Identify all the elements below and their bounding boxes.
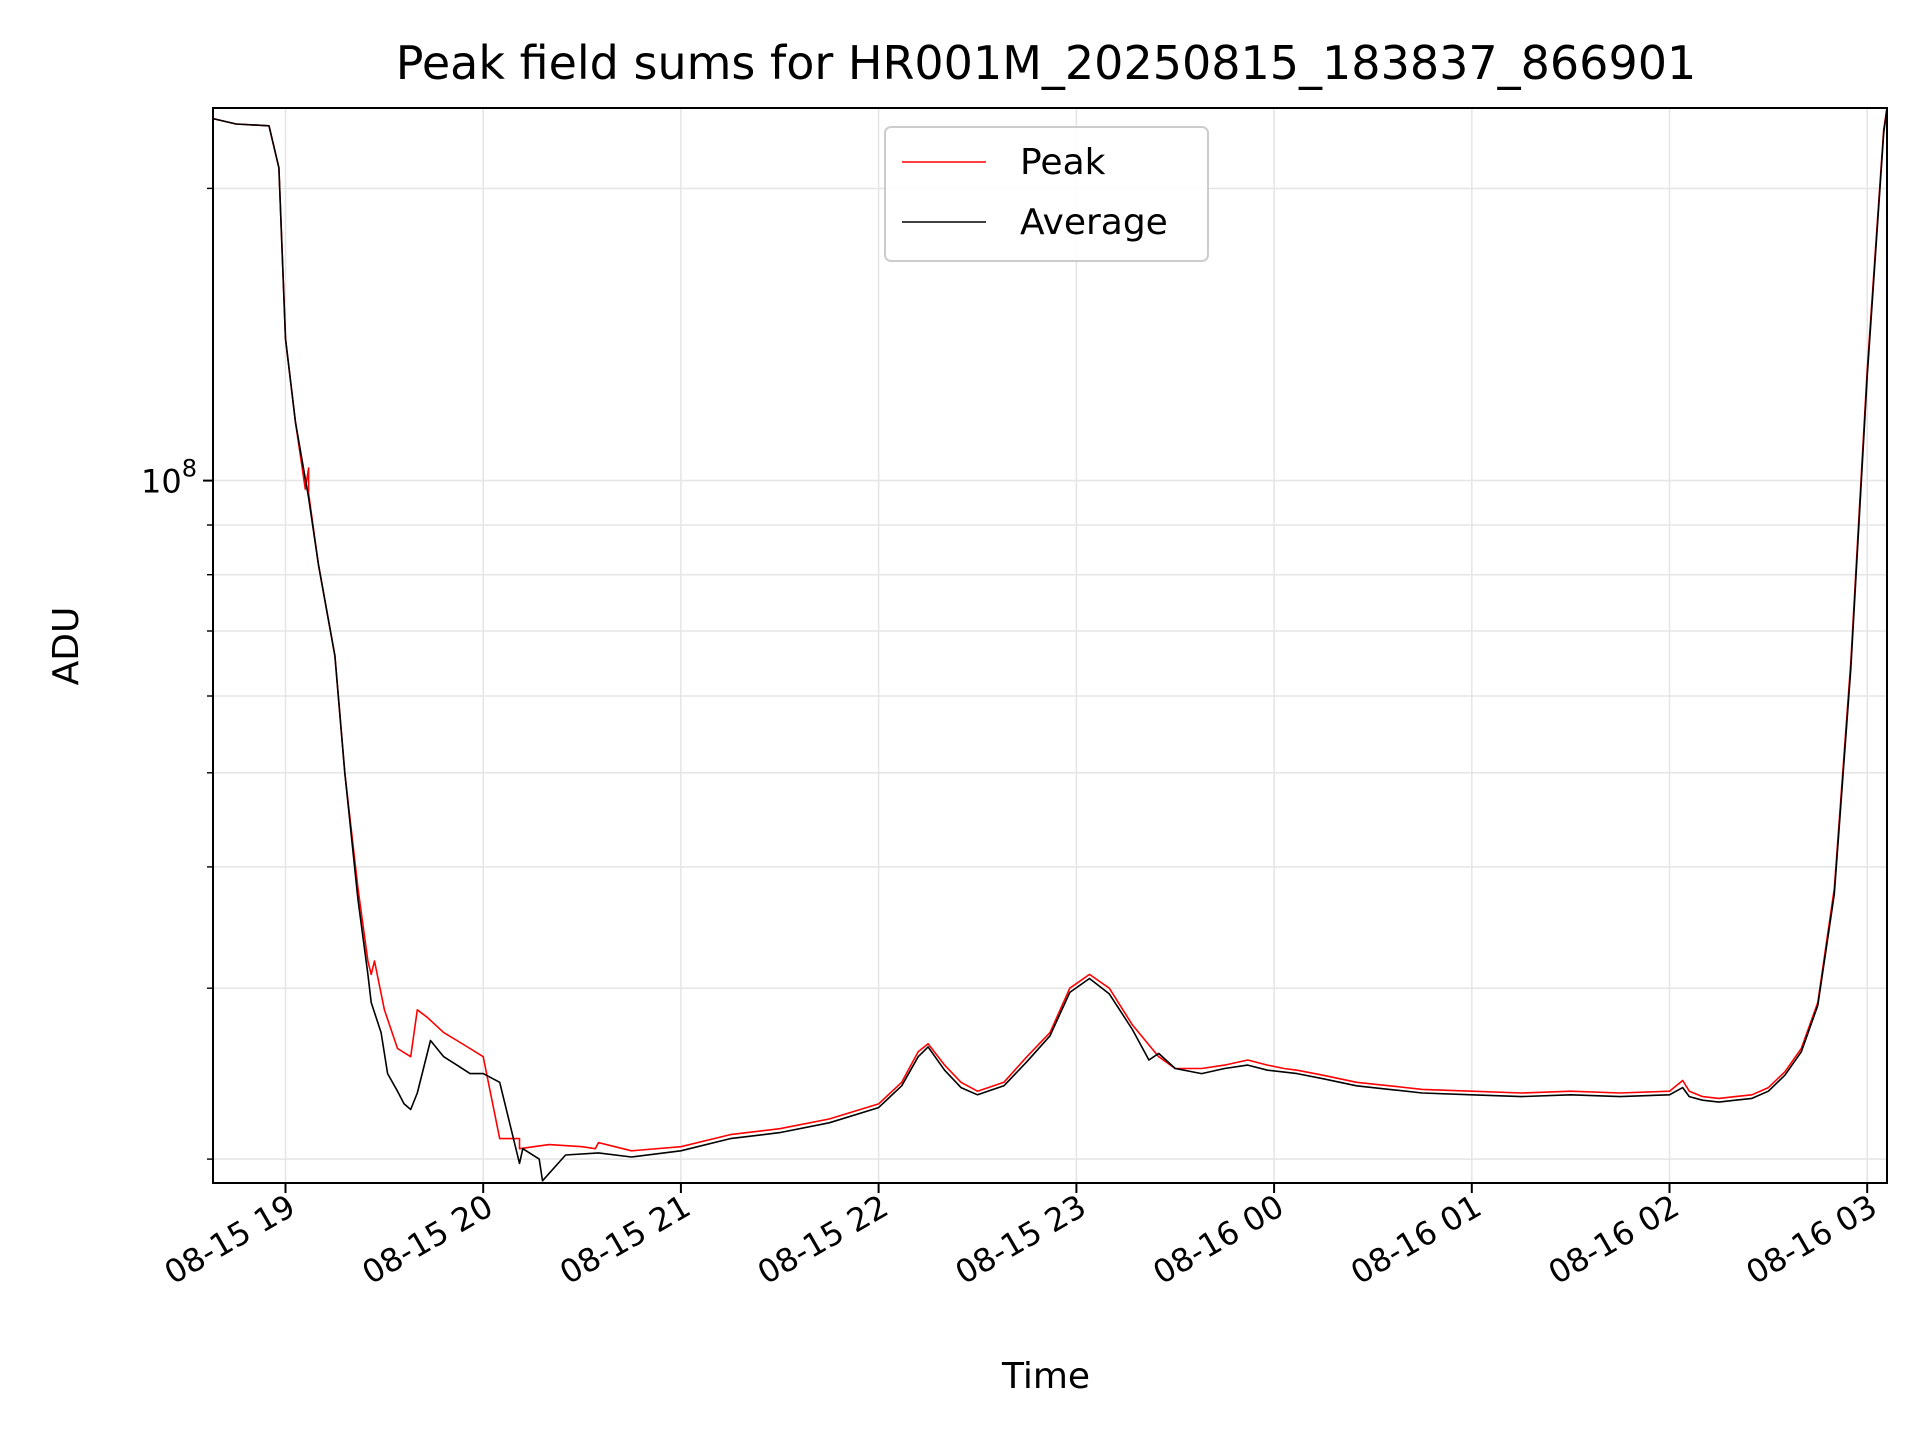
legend-label-average: Average bbox=[1020, 202, 1168, 243]
y-tick-label: 108 bbox=[141, 455, 197, 501]
legend-label-peak: Peak bbox=[1020, 142, 1106, 183]
grid bbox=[213, 108, 1887, 1183]
x-axis-label: Time bbox=[1001, 1356, 1090, 1397]
y-axis-label: ADU bbox=[46, 607, 87, 686]
series-line-peak bbox=[212, 107, 1888, 1152]
legend-box bbox=[884, 126, 1209, 262]
series-line-average bbox=[212, 107, 1888, 1182]
legend: Peak Average bbox=[884, 126, 1209, 262]
series-layer bbox=[212, 107, 1888, 1182]
y-axis: 108 bbox=[141, 187, 213, 1160]
chart-title: Peak field sums for HR001M_20250815_1838… bbox=[396, 36, 1697, 90]
plot-area bbox=[213, 108, 1887, 1183]
plot-frame bbox=[212, 107, 1888, 1184]
